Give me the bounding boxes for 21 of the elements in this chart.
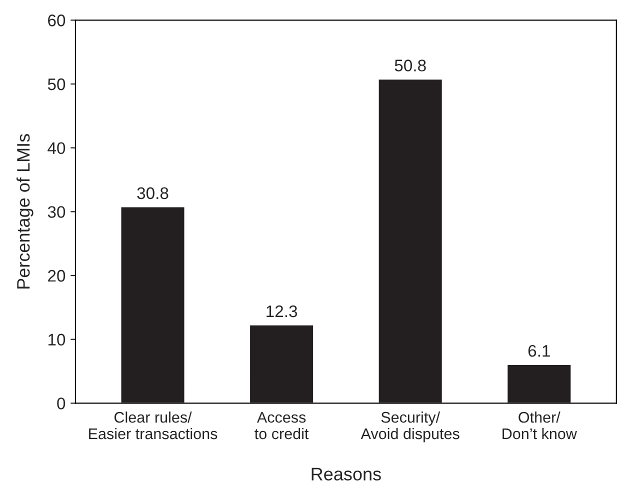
x-tick-label: Clear rules/ Easier transactions xyxy=(89,412,218,440)
data-label: 6.1 xyxy=(528,344,550,357)
x-tick-label: Other/ Don’t know xyxy=(502,412,577,440)
bar xyxy=(120,206,186,404)
y-tick-label: 40 xyxy=(48,142,66,154)
bar xyxy=(506,364,572,404)
bar xyxy=(377,78,444,404)
y-tick-label: 10 xyxy=(48,334,66,346)
data-label: 50.8 xyxy=(394,60,426,72)
y-tick-label: 50 xyxy=(48,78,66,90)
bar xyxy=(248,324,314,404)
y-tick-label: 60 xyxy=(48,14,66,26)
y-tick-label: 0 xyxy=(57,398,66,410)
y-tick-label: 20 xyxy=(48,270,66,282)
x-axis-title: Reasons xyxy=(312,468,381,480)
data-label: 30.8 xyxy=(137,187,168,200)
data-label: 12.3 xyxy=(266,305,298,318)
y-tick-label: 30 xyxy=(48,206,66,218)
x-tick-label: Security/ Avoid disputes xyxy=(360,412,460,442)
y-axis-title: Percentage of LMIs xyxy=(16,134,34,288)
x-tick-label: Access to credit xyxy=(254,412,309,440)
